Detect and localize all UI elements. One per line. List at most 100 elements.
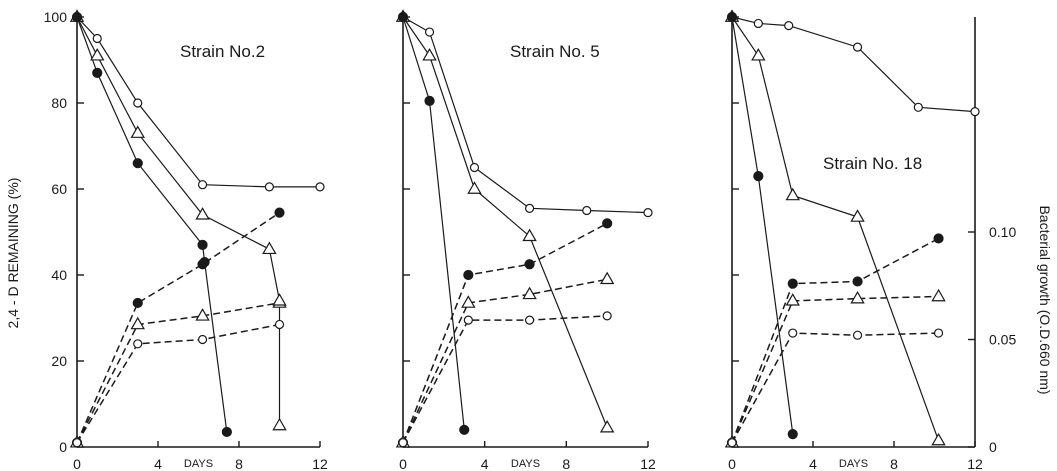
growth-point-open-triangle [850,290,865,304]
x-axis-label: DAYS [184,458,213,470]
remaining-point-open-circle [970,106,980,117]
remaining-point-open-triangle [262,241,277,255]
x-tick-label: 12 [967,456,983,471]
remaining-line-open-triangle [76,16,281,426]
remaining-point-open-triangle [272,293,287,306]
panel-title: Strain No. 18 [823,154,922,173]
remaining-point-filled-circle [397,11,409,23]
y-tick-label: 100 [44,9,68,25]
growth-point-open-circle [524,315,535,325]
x-tick-label: 0 [73,456,81,471]
x-axis-label: DAYS [839,458,868,470]
remaining-point-open-triangle [931,432,946,446]
growth-point-filled-circle [602,218,613,229]
remaining-point-open-triangle [522,228,537,242]
right-y-axis-label: Bacterial growth (O.D.660 nm) [1037,205,1053,394]
growth-point-open-circle [852,330,863,340]
remaining-point-open-circle [852,42,863,52]
growth-line-open-triangle [731,295,939,443]
x-tick-label: 0 [728,456,736,471]
remaining-point-filled-circle [199,257,210,268]
remaining-point-filled-circle [726,11,738,23]
remaining-point-open-circle [92,33,102,44]
x-tick-label: 4 [481,456,489,471]
x-tick-label: 4 [154,456,162,471]
remaining-point-open-triangle [599,419,615,433]
growth-line-open-triangle [402,278,608,444]
y-tick-label: 60 [51,181,67,197]
remaining-point-open-circle [424,27,435,37]
remaining-point-open-triangle [272,417,287,431]
panel-title: Strain No.2 [180,42,265,61]
remaining-point-open-triangle [195,207,210,220]
y-tick-label: 80 [51,95,67,111]
left-y-axis-label: 2,4 - D REMAINING (%) [5,178,21,329]
remaining-point-open-circle [913,102,923,112]
panel-3: 0 4 8 12 0 0.05 0.10 DAYS Strain No. 18 [724,9,1016,471]
y-tick-label: 20 [51,353,67,369]
remaining-point-filled-circle [424,95,435,106]
remaining-point-open-triangle [850,209,865,222]
x-tick-label: 12 [312,456,328,471]
growth-point-filled-circle [463,269,474,281]
growth-line-open-circle [731,332,939,444]
remaining-point-open-circle [133,98,143,108]
remaining-line-open-circle [402,16,649,214]
remaining-point-open-circle [264,182,274,192]
growth-point-filled-circle [524,259,535,270]
remaining-line-open-triangle [731,16,940,441]
growth-point-open-circle [933,328,944,338]
growth-point-open-triangle [522,286,537,300]
growth-line-open-circle [402,315,608,444]
y-tick-label: 0 [59,439,67,455]
growth-point-open-circle [727,438,737,448]
growth-point-open-circle [72,438,82,448]
growth-point-open-triangle [130,316,145,330]
remaining-point-open-circle [469,162,480,173]
panel-1: 0 4 8 12 0 20 40 60 80 100 DAYS Strain No.2 [44,9,328,471]
growth-point-filled-circle [933,233,944,244]
growth-line-open-circle [76,323,280,444]
growth-point-open-circle [398,438,408,448]
y-tick-label: 40 [51,267,67,283]
remaining-point-open-circle [197,180,208,190]
right-y-tick-label: 0.05 [989,332,1016,348]
remaining-point-open-triangle [422,47,437,61]
remaining-point-open-triangle [751,47,766,61]
growth-point-open-circle [788,328,798,338]
remaining-point-filled-circle [71,11,83,23]
growth-line-filled-circle [402,222,608,443]
growth-line-open-triangle [76,302,280,444]
growth-point-filled-circle [852,276,863,287]
growth-point-open-circle [274,319,285,330]
growth-point-open-triangle [195,308,210,321]
remaining-point-open-triangle [785,187,800,201]
growth-point-open-circle [197,334,208,345]
growth-point-open-triangle [599,271,615,285]
right-y-tick-label: 0.10 [989,224,1016,240]
remaining-point-open-circle [315,182,325,192]
panels: 0 4 8 12 0 20 40 60 80 100 DAYS Strain No.2 0 4 8 12 DAY… [44,9,1017,471]
remaining-point-open-circle [582,205,592,216]
x-tick-label: 12 [640,456,656,471]
growth-point-open-triangle [931,288,946,302]
panel-2: 0 4 8 12 DAYS Strain No. 5 [395,9,656,471]
remaining-point-open-triangle [130,125,145,138]
remaining-point-open-triangle [467,181,482,194]
remaining-point-open-circle [643,208,653,218]
growth-point-open-circle [463,315,473,325]
remaining-point-filled-circle [221,426,232,438]
remaining-point-filled-circle [132,158,143,169]
growth-point-open-triangle [785,293,800,306]
x-tick-label: 8 [562,456,570,471]
remaining-point-open-circle [784,21,794,31]
growth-point-open-circle [602,311,612,321]
panel-title: Strain No. 5 [510,42,600,61]
remaining-line-open-circle [76,16,320,188]
remaining-line-filled-circle [76,16,228,432]
remaining-point-open-triangle [90,47,105,61]
growth-point-filled-circle [787,278,798,289]
remaining-line-filled-circle [402,16,465,430]
x-tick-label: 8 [890,456,898,471]
